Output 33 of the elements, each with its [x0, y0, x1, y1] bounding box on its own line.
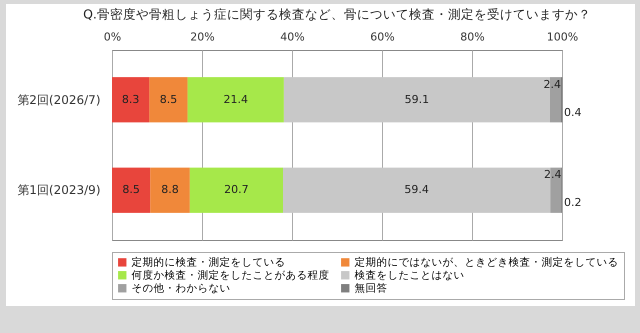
bar [112, 77, 150, 122]
data-label: 8.8 [161, 183, 179, 196]
legend-label: 何度か検査・測定をしたことがある程度 [132, 268, 330, 282]
data-label: 59.1 [404, 92, 430, 106]
bar [188, 77, 284, 122]
x-tick-label: 60% [370, 30, 395, 44]
x-tick-label: 100% [546, 30, 578, 44]
data-label: 2.4 [544, 168, 562, 182]
y-tick-label: 第1回(2023/9) [17, 183, 100, 198]
bar [112, 168, 150, 213]
legend-label: その他・わからない [132, 282, 230, 294]
x-tick-label: 40% [280, 30, 305, 44]
data-label: 59.4 [404, 183, 429, 196]
chart-title: Q.骨密度や骨粗しょう症に関する検査など、骨について検査・測定を受けていますか？ [83, 6, 591, 22]
data-label: 20.7 [224, 183, 249, 196]
legend-label: 検査をしたことはない [354, 268, 464, 282]
x-tick-label: 20% [190, 30, 215, 44]
data-label: 2.4 [544, 78, 561, 91]
data-label: 0.4 [564, 106, 582, 119]
data-label: 8.5 [160, 92, 178, 106]
y-tick-label: 第2回(2026/7) [17, 92, 100, 107]
data-label: 8.5 [122, 183, 140, 196]
legend-label: 定期的にではないが、ときどき検査・測定をしている [354, 255, 618, 268]
legend-label: 定期的に検査・測定をしている [132, 255, 286, 268]
legend-label: 無回答 [354, 282, 388, 294]
data-label: 21.4 [224, 92, 248, 106]
bar [149, 77, 188, 122]
x-tick-label: 0% [104, 30, 122, 44]
data-label: 8.3 [122, 92, 140, 106]
x-tick-label: 80% [460, 30, 485, 44]
data-label: 0.2 [564, 196, 582, 210]
bar [190, 168, 283, 213]
bar [150, 168, 190, 213]
